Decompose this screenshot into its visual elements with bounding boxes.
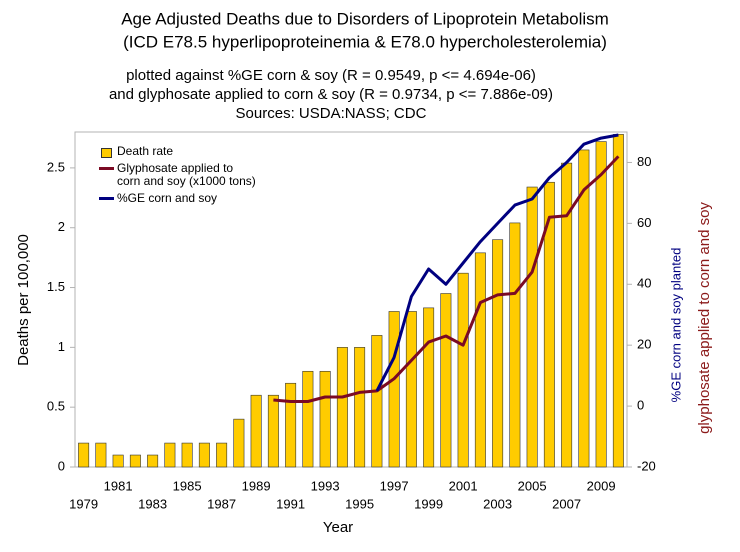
bar xyxy=(147,454,159,468)
y2-tick-label: 40 xyxy=(637,276,651,291)
bar xyxy=(578,149,590,468)
x-tick-label: 1999 xyxy=(414,496,443,511)
legend: Death rate Glyphosate applied to corn and… xyxy=(97,145,257,209)
y-tick-label: 0 xyxy=(58,458,65,473)
legend-swatch xyxy=(101,148,112,158)
x-tick-label: 1989 xyxy=(242,478,271,493)
x-tick-label: 2001 xyxy=(449,478,478,493)
legend-label: Glyphosate applied to corn and soy (x100… xyxy=(117,161,256,188)
bar xyxy=(595,141,607,468)
chart-subtitle: Sources: USDA:NASS; CDC xyxy=(236,105,427,122)
bar xyxy=(233,418,245,468)
y-tick-label: 2 xyxy=(58,219,65,234)
y2-tick-label: 80 xyxy=(637,154,651,169)
y-tick-label: 2.5 xyxy=(47,159,65,174)
y-tick-label: 1 xyxy=(58,339,65,354)
x-tick-label: 1993 xyxy=(311,478,340,493)
bar xyxy=(302,370,314,468)
legend-item: %GE corn and soy xyxy=(97,192,257,205)
bar xyxy=(492,239,504,468)
bar xyxy=(543,181,555,468)
legend-swatch xyxy=(99,197,114,200)
y2-axis-label: %GE corn and soy planted xyxy=(668,248,683,403)
bar xyxy=(457,272,469,468)
x-tick-label: 1997 xyxy=(380,478,409,493)
bar xyxy=(354,347,366,468)
bar xyxy=(285,382,297,468)
bar xyxy=(526,186,538,468)
plot-frame xyxy=(74,131,628,468)
bar xyxy=(95,442,107,468)
bar xyxy=(405,311,417,468)
bar xyxy=(509,222,521,468)
bar xyxy=(440,293,452,468)
x-tick-label: 1995 xyxy=(345,496,374,511)
chart-subtitle: plotted against %GE corn & soy (R = 0.95… xyxy=(126,67,536,84)
y2-axis-label: glyphosate applied to corn and soy xyxy=(696,202,713,434)
chart-title: (ICD E78.5 hyperlipoproteinemia & E78.0 … xyxy=(123,32,607,51)
chart-subtitle: and glyphosate applied to corn & soy (R … xyxy=(109,86,553,103)
y2-tick-label: 60 xyxy=(637,215,651,230)
x-tick-label: 1991 xyxy=(276,496,305,511)
bar xyxy=(78,442,90,468)
y2-tick-label: 0 xyxy=(637,398,644,413)
line xyxy=(375,133,619,392)
bar xyxy=(216,442,228,468)
bar xyxy=(336,347,348,468)
y-axis-label: Deaths per 100,000 xyxy=(15,234,32,366)
bar xyxy=(250,394,262,468)
legend-label: %GE corn and soy xyxy=(117,191,218,205)
legend-label: Death rate xyxy=(117,144,174,158)
bar xyxy=(267,394,279,468)
y-tick-label: 0.5 xyxy=(47,399,65,414)
legend-swatch xyxy=(99,167,114,170)
bar xyxy=(164,442,176,468)
y-tick-label: 1.5 xyxy=(47,279,65,294)
y2-tick-label: 20 xyxy=(637,337,651,352)
bar xyxy=(371,335,383,468)
x-tick-label: 2005 xyxy=(518,478,547,493)
bar xyxy=(388,311,400,468)
legend-item: Glyphosate applied to corn and soy (x100… xyxy=(97,162,257,188)
x-tick-label: 2003 xyxy=(483,496,512,511)
x-tick-label: 2009 xyxy=(587,478,616,493)
bar xyxy=(423,307,435,468)
legend-item: Death rate xyxy=(97,145,257,158)
bar xyxy=(474,252,486,468)
x-tick-label: 1985 xyxy=(173,478,202,493)
x-tick-label: 1987 xyxy=(207,496,236,511)
x-tick-label: 2007 xyxy=(552,496,581,511)
x-axis-label: Year xyxy=(323,519,353,536)
x-tick-label: 1981 xyxy=(104,478,133,493)
bar xyxy=(198,442,210,468)
bar xyxy=(612,134,624,468)
bar xyxy=(319,370,331,468)
line xyxy=(273,155,620,403)
x-tick-label: 1979 xyxy=(69,496,98,511)
chart-title: Age Adjusted Deaths due to Disorders of … xyxy=(121,9,609,28)
y2-tick-label: -20 xyxy=(637,458,656,473)
bar xyxy=(129,454,141,468)
bar xyxy=(181,442,193,468)
x-tick-label: 1983 xyxy=(138,496,167,511)
bar xyxy=(112,454,124,468)
